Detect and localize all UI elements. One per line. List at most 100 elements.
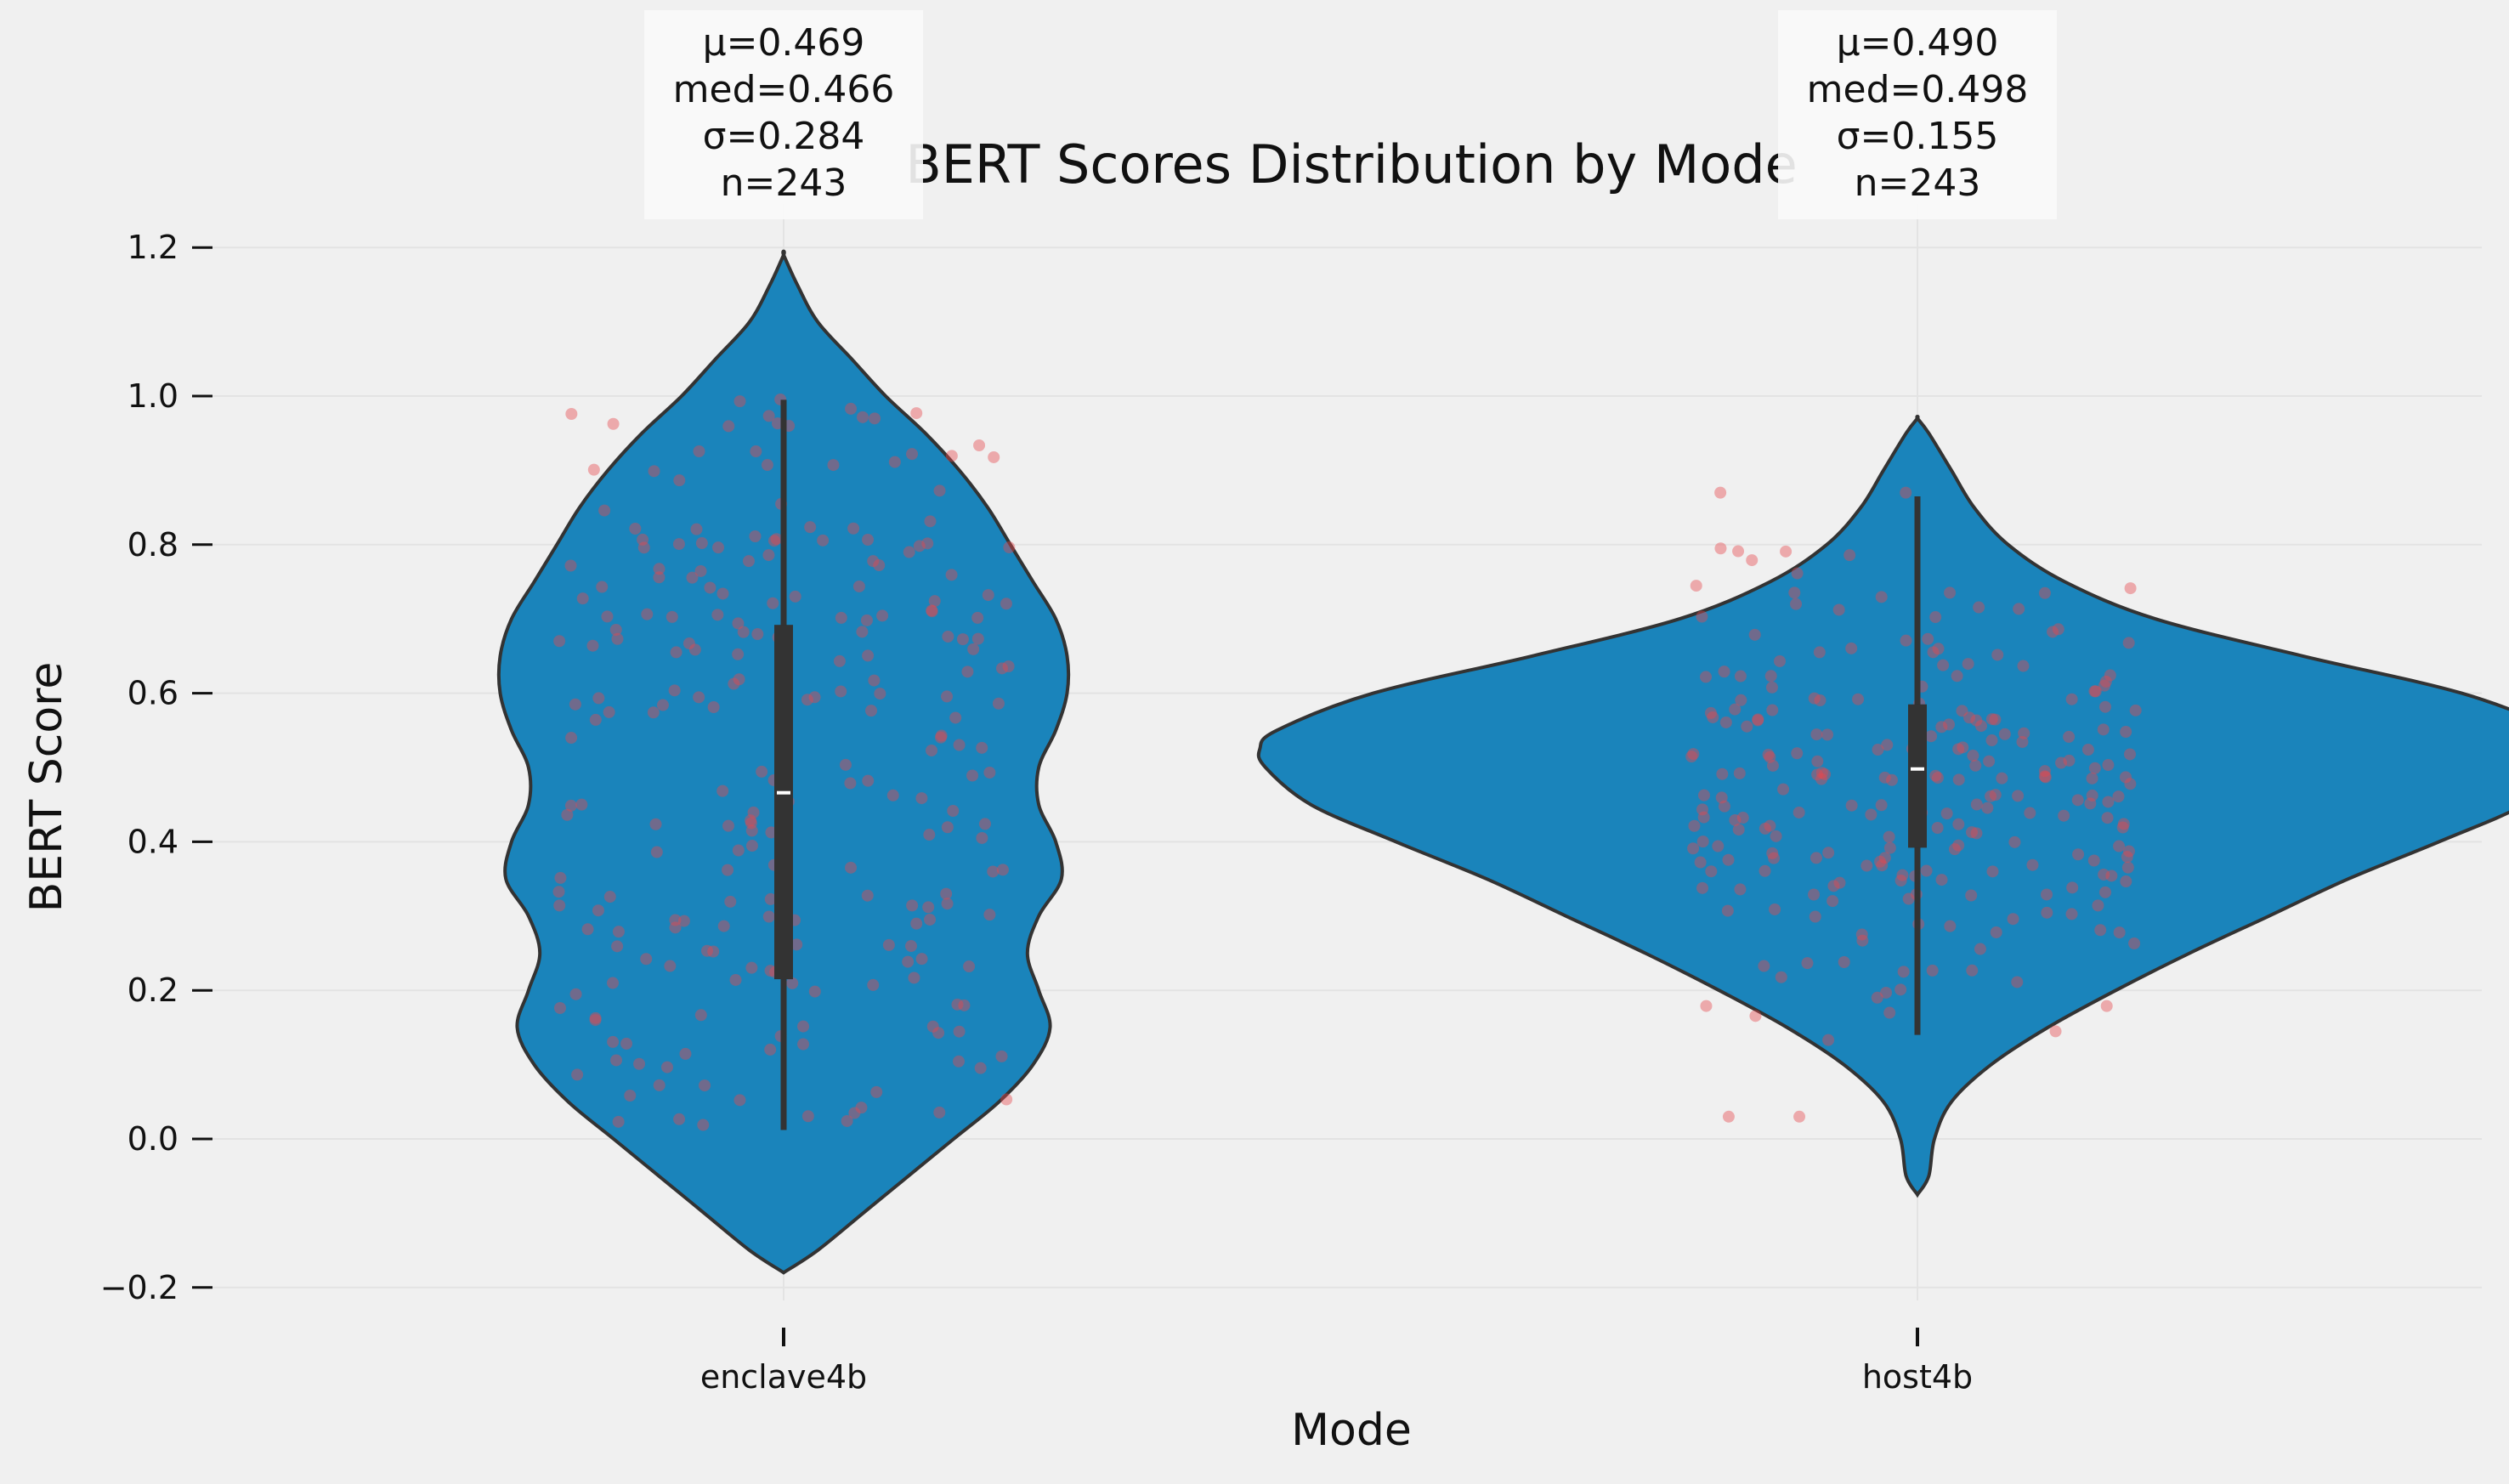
jitter-point (1996, 772, 2008, 784)
jitter-point (963, 960, 976, 973)
jitter-point (653, 1079, 665, 1091)
violin-host4b (1256, 415, 2509, 1198)
jitter-point (565, 732, 578, 745)
jitter-point (995, 1050, 1008, 1062)
jitter-point (942, 630, 954, 643)
jitter-point (2113, 926, 2126, 939)
jitter-point (1885, 773, 1898, 786)
jitter-point (1810, 852, 1822, 864)
jitter-point (2012, 790, 2025, 802)
jitter-point (2098, 679, 2110, 692)
jitter-point (924, 515, 937, 528)
jitter-point (1855, 928, 1868, 941)
violins (496, 249, 2509, 1275)
jitter-point (737, 626, 750, 638)
jitter-point (747, 806, 760, 818)
jitter-point (862, 774, 875, 787)
jitter-point (2047, 626, 2059, 638)
jitter-point (1975, 720, 1988, 733)
jitter-point (601, 610, 614, 623)
jitter-point (862, 534, 875, 547)
jitter-point (2024, 807, 2036, 819)
jitter-point (2088, 685, 2101, 698)
jitter-point (1687, 842, 1700, 855)
jitter-point (767, 535, 780, 547)
jitter-point (1925, 730, 1938, 743)
jitter-point (1688, 819, 1701, 832)
jitter-point (1874, 855, 1887, 868)
jitter-point (745, 840, 758, 852)
jitter-point (2129, 704, 2142, 717)
jitter-point (611, 940, 624, 953)
jitter-point (1902, 892, 1915, 905)
jitter-point (1827, 880, 1840, 892)
jitter-point (1985, 734, 1998, 747)
jitter-point (804, 521, 817, 534)
jitter-point (841, 1114, 853, 1127)
jitter-point (1881, 739, 1894, 751)
jitter-point (1833, 876, 1846, 889)
jitter-point (1734, 670, 1747, 683)
jitter-point (606, 977, 619, 989)
jitter-point (732, 844, 745, 857)
jitter-point (1932, 643, 1945, 655)
jitter-point (1793, 806, 1805, 818)
jitter-point (607, 417, 620, 430)
jitter-point (833, 654, 846, 667)
jitter-point (589, 1011, 602, 1024)
x-tick-label: enclave4b (700, 1358, 867, 1396)
jitter-point (656, 699, 669, 711)
jitter-point (844, 777, 857, 790)
stat-box (1778, 10, 2057, 219)
jitter-point (926, 604, 938, 617)
jitter-point (949, 711, 962, 724)
jitter-point (1704, 706, 1717, 719)
jitter-point (1752, 714, 1764, 727)
jitter-point (827, 459, 840, 472)
jitter-point (1940, 807, 1953, 820)
jitter-point (694, 564, 707, 577)
jitter-point (704, 581, 716, 594)
x-axis: enclave4b host4b (700, 1328, 1973, 1396)
jitter-point (2105, 869, 2118, 882)
jitter-point (596, 581, 609, 593)
jitter-point (679, 1047, 692, 1060)
jitter-point (1844, 549, 1856, 562)
jitter-point (669, 914, 682, 926)
jitter-point (592, 692, 605, 705)
jitter-point (1943, 718, 1956, 731)
jitter-point (1813, 646, 1826, 659)
jitter-point (941, 690, 954, 703)
jitter-point (983, 766, 996, 779)
jitter-point (2122, 845, 2135, 858)
jitter-point (2072, 848, 2085, 861)
jitter-point (756, 765, 768, 778)
jitter-point (745, 814, 757, 827)
y-tick-label: 1.2 (127, 229, 178, 266)
jitter-point (1896, 869, 1909, 881)
jitter-point (749, 530, 762, 542)
jitter-point (915, 792, 928, 805)
jitter-point (1929, 611, 1942, 624)
jitter-point (589, 1014, 602, 1027)
jitter-point (2097, 723, 2110, 736)
jitter-point (1722, 1110, 1735, 1123)
stat-line: med=0.498 (1807, 68, 2029, 111)
jitter-point (1714, 542, 1727, 555)
jitter-point (1791, 567, 1804, 580)
jitter-point (2094, 924, 2107, 937)
jitter-point (839, 758, 852, 771)
jitter-point (633, 1057, 646, 1070)
jitter-point (2038, 770, 2051, 783)
jitter-point (1952, 773, 1965, 786)
jitter-point (1956, 705, 1968, 717)
jitter-point (732, 617, 745, 630)
jitter-point (973, 439, 986, 451)
jitter-point (1699, 671, 1712, 683)
jitter-point (664, 960, 677, 972)
jitter-point (694, 1009, 707, 1022)
jitter-point (951, 998, 964, 1011)
jitter-points (552, 393, 2142, 1131)
jitter-point (2039, 771, 2052, 784)
jitter-point (1722, 853, 1735, 866)
